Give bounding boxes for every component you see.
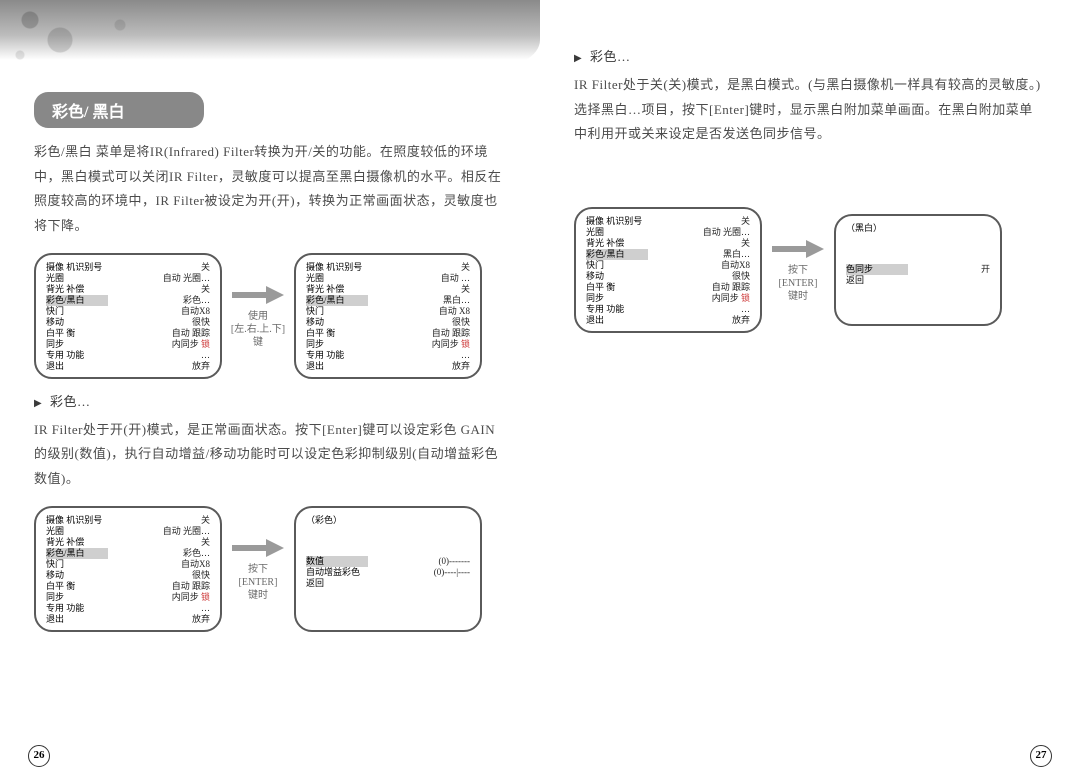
decorative-droplets bbox=[0, 0, 540, 70]
section-header: 彩色/ 黑白 bbox=[34, 92, 204, 128]
page-number-right: 27 bbox=[1030, 745, 1052, 767]
subheading-color-right: 彩色… bbox=[574, 46, 1046, 65]
arrow-right-icon bbox=[230, 536, 286, 560]
subheading-color: 彩色… bbox=[34, 391, 506, 410]
menu-box-ra: 摄像 机识别号关光圈自动 光圈…背光 补偿关彩色/黑白黑白…快门自动X8移动很快… bbox=[574, 207, 762, 333]
arrow-label-2: 按下 [ENTER] 键时 bbox=[230, 536, 286, 602]
menu-box-rb: （黑白）色同步开返回 bbox=[834, 214, 1002, 326]
arrow-right-icon bbox=[770, 237, 826, 261]
para-right: IR Filter处于关(关)模式，是黑白模式。(与黑白摄像机一样具有较高的灵敏… bbox=[574, 73, 1046, 147]
menu-box-c: 摄像 机识别号关光圈自动 光圈…背光 补偿关彩色/黑白彩色…快门自动X8移动很快… bbox=[34, 506, 222, 632]
menu-box-d: （彩色）数值(0)-------自动增益彩色(0)----|----返回 bbox=[294, 506, 482, 632]
menu-box-a: 摄像 机识别号关光圈自动 光圈…背光 补偿关彩色/黑白彩色…快门自动X8移动很快… bbox=[34, 253, 222, 379]
menu-box-b: 摄像 机识别号关光圈自动 …背光 补偿关彩色/黑白黑白…快门自动 X8移动很快白… bbox=[294, 253, 482, 379]
arrow-right-icon bbox=[230, 283, 286, 307]
intro-paragraph: 彩色/黑白 菜单是将IR(Infrared) Filter转换为开/关的功能。在… bbox=[34, 140, 506, 239]
para-color: IR Filter处于开(开)模式，是正常画面状态。按下[Enter]键可以设定… bbox=[34, 418, 506, 492]
arrow-label-r1: 按下 [ENTER] 键时 bbox=[770, 237, 826, 303]
arrow-label-1: 使用 [左.右.上.下] 键 bbox=[230, 283, 286, 349]
page-number-left: 26 bbox=[28, 745, 50, 767]
